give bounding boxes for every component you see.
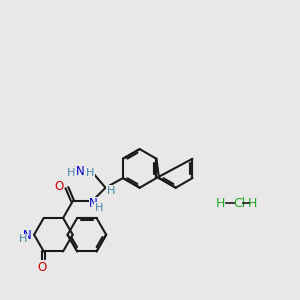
Text: N: N bbox=[23, 229, 32, 242]
Text: Cl: Cl bbox=[233, 197, 245, 210]
Text: H: H bbox=[67, 168, 75, 178]
Text: N: N bbox=[89, 197, 98, 210]
Text: O: O bbox=[54, 180, 63, 193]
Text: H: H bbox=[19, 234, 27, 244]
Text: H: H bbox=[86, 168, 94, 178]
Text: N: N bbox=[76, 165, 85, 178]
Text: H: H bbox=[248, 197, 257, 210]
Text: H: H bbox=[94, 203, 103, 213]
Text: O: O bbox=[38, 261, 47, 274]
Text: H: H bbox=[107, 186, 115, 196]
Text: H: H bbox=[216, 197, 225, 210]
